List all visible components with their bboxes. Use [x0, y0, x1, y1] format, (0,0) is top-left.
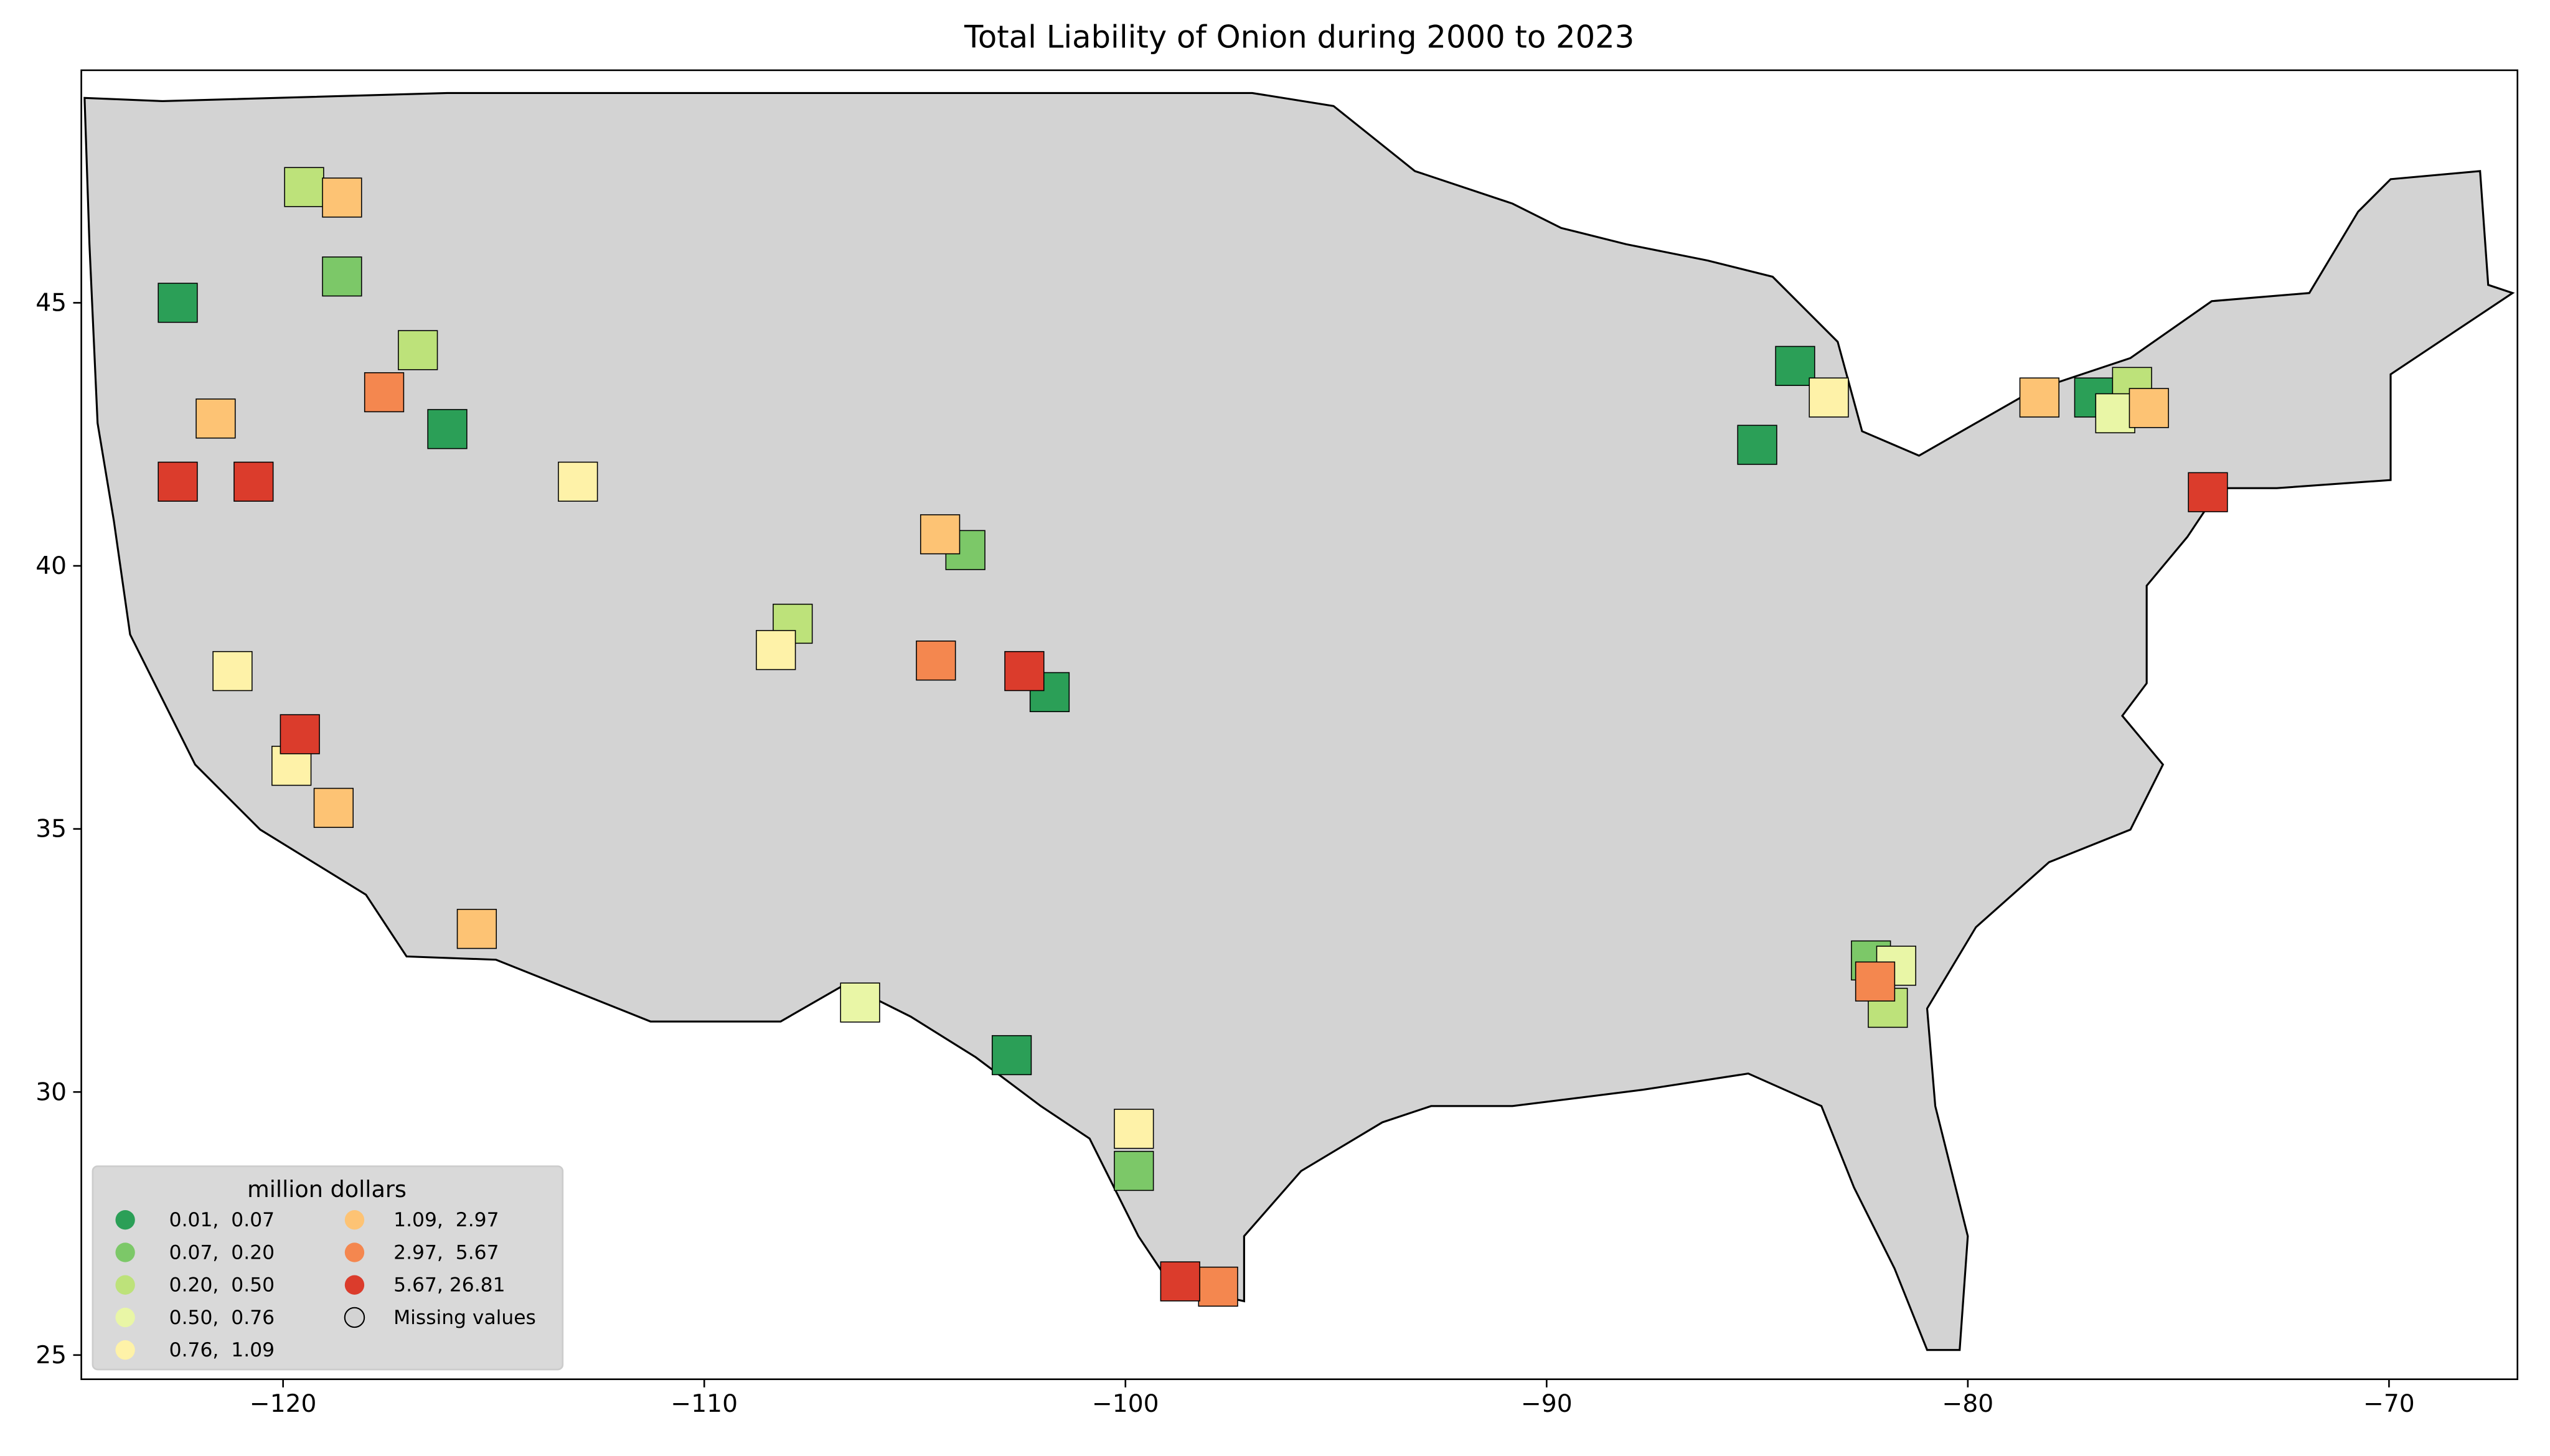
legend-marker	[115, 1340, 135, 1360]
county	[398, 330, 438, 370]
county	[920, 514, 961, 555]
county	[2019, 377, 2060, 418]
county	[313, 787, 354, 828]
axes-frame	[80, 69, 2519, 1381]
x-tick-label: −100	[1092, 1390, 1159, 1418]
legend-box	[92, 1165, 564, 1371]
county	[558, 461, 598, 502]
y-tick-label: 30	[35, 1078, 67, 1106]
x-tick-label: −110	[670, 1390, 738, 1418]
legend-marker	[344, 1242, 365, 1262]
legend-marker	[344, 1307, 365, 1328]
legend-label: 0.01, 0.07	[169, 1209, 275, 1231]
county	[1775, 345, 1815, 386]
county	[1114, 1109, 1154, 1149]
legend-marker	[115, 1210, 135, 1230]
legend-marker	[344, 1275, 365, 1295]
map-title: Total Liability of Onion during 2000 to …	[964, 19, 1634, 55]
county	[1737, 425, 1777, 465]
county	[840, 982, 880, 1023]
county	[1004, 651, 1045, 692]
county	[2129, 388, 2169, 428]
county	[364, 372, 405, 413]
county	[1855, 961, 1896, 1002]
county	[280, 714, 320, 754]
legend-label: 1.09, 2.97	[393, 1209, 499, 1231]
county	[2095, 393, 2135, 434]
x-tick-label: −80	[1942, 1390, 1994, 1418]
legend-label: 0.50, 0.76	[169, 1307, 275, 1329]
land	[83, 92, 2515, 1351]
y-tick-label: 25	[35, 1341, 67, 1369]
legend-label: 2.97, 5.67	[393, 1241, 499, 1264]
legend-label: 0.76, 1.09	[169, 1339, 275, 1361]
y-tick-label: 35	[35, 815, 67, 843]
county	[322, 177, 362, 218]
county	[916, 641, 956, 681]
county	[195, 398, 236, 439]
county	[756, 630, 796, 670]
county	[1160, 1261, 1200, 1302]
county	[427, 409, 468, 449]
x-tick-label: −120	[250, 1390, 317, 1418]
county	[1114, 1150, 1154, 1191]
county	[456, 909, 497, 949]
county	[212, 651, 253, 692]
legend-marker	[115, 1275, 135, 1295]
legend-label: 0.07, 0.20	[169, 1241, 275, 1264]
county	[322, 256, 362, 297]
y-tick-label: 45	[35, 289, 67, 317]
legend-marker	[115, 1242, 135, 1262]
county	[1809, 377, 1849, 418]
legend-marker	[115, 1307, 135, 1328]
legend-title: million dollars	[247, 1176, 407, 1203]
county	[991, 1035, 1032, 1076]
legend-label: 0.20, 0.50	[169, 1274, 275, 1297]
county	[233, 461, 274, 502]
y-tick-label: 40	[35, 552, 67, 580]
x-tick-label: −90	[1521, 1390, 1573, 1418]
county	[1198, 1266, 1238, 1307]
county	[284, 167, 324, 207]
x-tick-label: −70	[2363, 1390, 2415, 1418]
county	[2188, 472, 2228, 512]
county	[158, 283, 198, 323]
legend-label: Missing values	[393, 1307, 536, 1329]
county	[158, 461, 198, 502]
legend-marker	[344, 1210, 365, 1230]
plot-area	[158, 167, 2228, 1307]
legend-label: 5.67, 26.81	[393, 1274, 505, 1297]
